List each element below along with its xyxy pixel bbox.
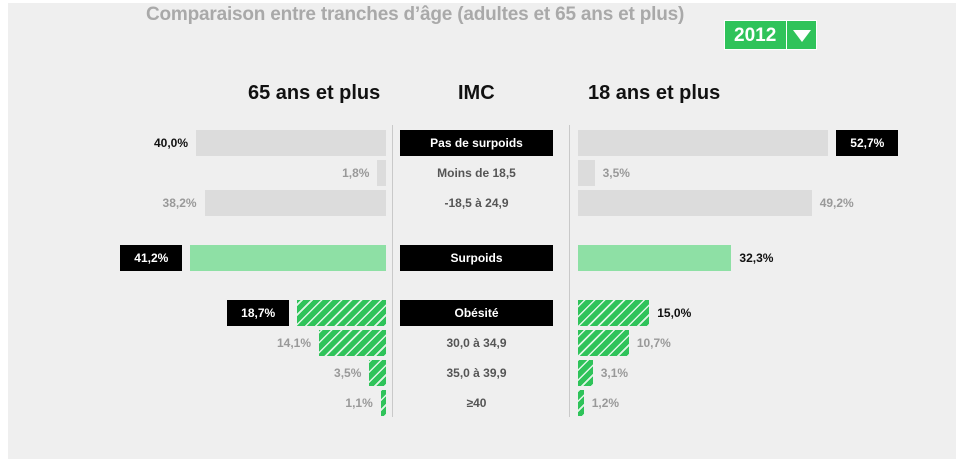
- value-65-plus-30_34_9: 14,1%: [276, 336, 312, 350]
- bar-65-plus-surpoids: [190, 245, 386, 271]
- value-65-plus-ge_40: 1,1%: [345, 396, 373, 410]
- value-65-plus-18_5_24_9: 38,2%: [162, 196, 197, 210]
- bar-18-plus-surpoids: [578, 245, 732, 271]
- value-65-plus-moins_18_5: 1,8%: [342, 166, 370, 180]
- value-18-plus-35_39_9: 3,1%: [600, 366, 629, 380]
- value-65-plus-obesite: 18,7%: [227, 300, 290, 326]
- bar-18-plus-pas_de_surpoids: [578, 130, 829, 156]
- category-label-moins_18_5: Moins de 18,5: [437, 166, 516, 180]
- bar-18-plus-30_34_9: [578, 330, 629, 356]
- category-label-30_34_9: 30,0 à 34,9: [446, 336, 507, 350]
- bar-18-plus-35_39_9: [578, 360, 593, 386]
- value-18-plus-obesite: 15,0%: [657, 306, 692, 320]
- column-header-imc: IMC: [458, 82, 495, 104]
- value-18-plus-surpoids: 32,3%: [739, 251, 774, 265]
- bar-18-plus-18_5_24_9: [578, 190, 812, 216]
- category-label-surpoids: Surpoids: [400, 245, 553, 271]
- bar-18-plus-ge_40: [578, 390, 584, 416]
- bar-65-plus-18_5_24_9: [204, 190, 386, 216]
- bar-65-plus-ge_40: [380, 390, 386, 416]
- triangle-down-icon[interactable]: [793, 30, 811, 42]
- value-18-plus-ge_40: 1,2%: [591, 396, 620, 410]
- category-label-35_39_9: 35,0 à 39,9: [446, 366, 507, 380]
- chart-panel: [8, 3, 956, 459]
- bar-65-plus-35_39_9: [369, 360, 386, 386]
- category-label-ge_40: ≥40: [466, 396, 487, 410]
- column-header-18-plus: 18 ans et plus: [588, 82, 721, 104]
- value-18-plus-30_34_9: 10,7%: [636, 336, 671, 350]
- category-label-pas_de_surpoids: Pas de surpoids: [400, 130, 553, 156]
- right-divider: [569, 125, 570, 417]
- bar-65-plus-30_34_9: [319, 330, 386, 356]
- value-18-plus-moins_18_5: 3,5%: [602, 166, 630, 180]
- column-header-65-plus: 65 ans et plus: [248, 82, 381, 104]
- dropdown-divider: [786, 21, 787, 49]
- value-18-plus-pas_de_surpoids: 52,7%: [836, 130, 899, 156]
- bar-65-plus-obesite: [297, 300, 386, 326]
- value-65-plus-surpoids: 41,2%: [120, 245, 183, 271]
- value-65-plus-35_39_9: 3,5%: [334, 366, 362, 380]
- category-label-obesite: Obésité: [400, 300, 553, 326]
- value-65-plus-pas_de_surpoids: 40,0%: [153, 136, 188, 150]
- category-label-18_5_24_9: -18,5 à 24,9: [444, 196, 509, 210]
- year-dropdown[interactable]: 2012: [724, 20, 817, 50]
- bar-18-plus-obesite: [578, 300, 650, 326]
- value-18-plus-18_5_24_9: 49,2%: [819, 196, 854, 210]
- bar-18-plus-moins_18_5: [578, 160, 595, 186]
- page-title: Comparaison entre tranches d’âge (adulte…: [146, 4, 685, 25]
- year-selected-value: 2012: [734, 25, 777, 46]
- bar-65-plus-pas_de_surpoids: [196, 130, 386, 156]
- bar-65-plus-moins_18_5: [377, 160, 386, 186]
- left-divider: [392, 125, 393, 417]
